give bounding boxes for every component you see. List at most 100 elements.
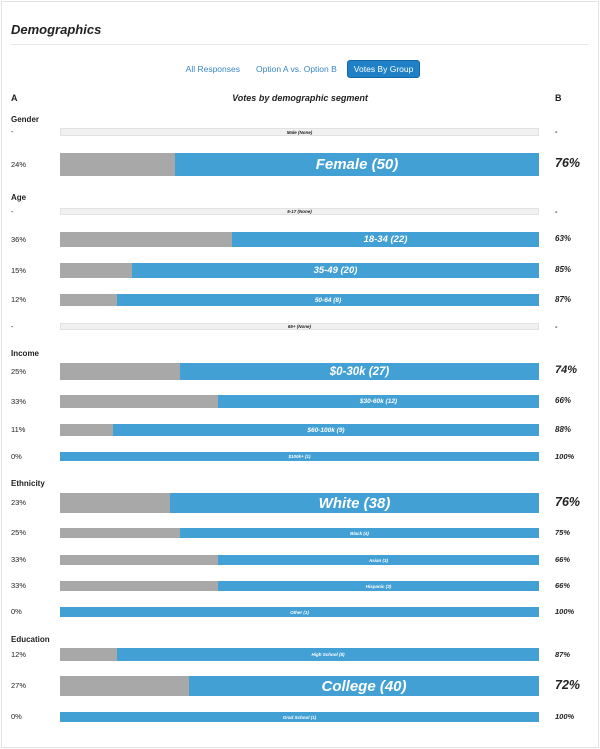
segment-bar: 18-34 (22) <box>60 232 539 247</box>
bar-label: $60-100k (9) <box>307 426 345 434</box>
option-a-percent: 27% <box>11 681 27 690</box>
bar-segment-b <box>113 424 539 436</box>
bar-label: 35-49 (20) <box>313 265 358 276</box>
bar-segment-a <box>60 424 113 436</box>
bar-label: 18-34 (22) <box>363 234 408 245</box>
bar-segment-b <box>218 555 539 565</box>
segment-bar: High School (8) <box>60 648 539 661</box>
bar-segment-a <box>60 232 232 247</box>
segment-bar: $100k+ (1) <box>60 452 539 461</box>
segment-bar: Asian (3) <box>60 555 539 565</box>
bar-segment-b <box>117 648 539 661</box>
bar-segment-b <box>170 493 539 513</box>
segment-bar: Male (None) <box>60 128 539 136</box>
bar-segment-a <box>60 153 175 176</box>
bar-segment-a <box>60 363 180 380</box>
option-b-percent: 100% <box>555 712 575 722</box>
option-a-percent: - <box>11 127 14 136</box>
column-b-header: B <box>555 93 562 103</box>
bar-segment-a <box>60 528 180 538</box>
option-a-percent: 0% <box>11 607 22 616</box>
section-label: Ethnicity <box>11 479 45 488</box>
tab-all-responses[interactable]: All Responses <box>185 64 240 74</box>
bar-segment-a <box>60 493 170 513</box>
option-b-percent: 87% <box>555 294 572 304</box>
option-b-percent: 100% <box>555 451 575 461</box>
option-b-percent: 76% <box>555 156 581 171</box>
bar-segment-b <box>232 232 539 247</box>
option-a-percent: 15% <box>11 265 27 275</box>
option-a-percent: - <box>11 206 14 216</box>
bar-label: 5-17 (None) <box>287 209 312 214</box>
option-b-percent: 76% <box>555 494 581 509</box>
option-b-percent: 72% <box>555 677 581 692</box>
column-a-header: A <box>11 93 18 103</box>
option-b-percent: 66% <box>555 396 572 406</box>
option-a-percent: 33% <box>11 581 27 590</box>
bar-segment-a <box>60 263 132 278</box>
tab-option-a-vs-b[interactable]: Option A vs. Option B <box>256 64 337 74</box>
option-a-percent: 25% <box>11 366 27 376</box>
page-title: Demographics <box>11 22 102 37</box>
segment-bar: Grad School (1) <box>60 712 539 722</box>
option-a-percent: 0% <box>11 712 22 721</box>
option-a-percent: 11% <box>11 425 26 434</box>
option-a-percent: 36% <box>11 234 27 244</box>
bar-segment-a <box>60 676 189 696</box>
tab-votes-by-group[interactable]: Votes By Group <box>346 60 421 78</box>
bar-segment-b <box>132 263 539 278</box>
section-label: Income <box>11 349 40 358</box>
option-a-percent: 12% <box>11 649 27 659</box>
option-a-percent: 25% <box>11 528 27 537</box>
segment-bar: 35-49 (20) <box>60 263 539 278</box>
option-b-percent: 75% <box>555 528 571 538</box>
bar-label: $100k+ (1) <box>288 454 311 459</box>
bar-label: Hispanic (3) <box>365 583 392 589</box>
chart-title: Votes by demographic segment <box>232 93 368 103</box>
bar-segment-b <box>189 676 539 696</box>
option-b-percent: 63% <box>555 234 572 244</box>
segment-bar: Black (4) <box>60 528 539 538</box>
bar-label: High School (8) <box>311 652 345 657</box>
bar-label: Asian (3) <box>368 557 388 563</box>
segment-bar: $60-100k (9) <box>60 424 539 436</box>
option-a-percent: 0% <box>11 451 22 461</box>
bar-segment-b <box>60 607 539 617</box>
bar-segment-b <box>117 294 539 306</box>
bar-label: $0-30k (27) <box>329 365 390 378</box>
segment-bar: Other (1) <box>60 607 539 617</box>
segment-bar: Female (50) <box>60 153 539 176</box>
segment-bar: College (40) <box>60 676 539 696</box>
bar-label: Female (50) <box>315 156 399 173</box>
option-a-percent: - <box>11 321 14 331</box>
option-b-percent: 100% <box>555 607 575 617</box>
option-b-percent: 66% <box>555 581 571 591</box>
section-label: Age <box>11 193 27 202</box>
option-b-percent: 88% <box>555 424 572 434</box>
option-a-percent: 23% <box>11 498 27 507</box>
option-a-percent: 12% <box>11 295 27 304</box>
bar-segment-a <box>60 581 218 591</box>
option-b-percent: 87% <box>555 649 571 659</box>
segment-bar: White (38) <box>60 493 539 513</box>
bar-segment-a <box>60 648 117 661</box>
bar-segment-a <box>60 555 218 565</box>
option-a-percent: 33% <box>11 396 27 406</box>
bar-segment-b <box>218 581 539 591</box>
bar-label: Male (None) <box>286 129 313 135</box>
bar-label: $30-60k (12) <box>359 398 398 405</box>
bar-label: Black (4) <box>350 530 369 536</box>
bar-label: Other (1) <box>290 609 309 615</box>
bar-segment-b <box>180 528 539 538</box>
bar-label: College (40) <box>321 677 407 695</box>
option-a-percent: 33% <box>11 555 27 564</box>
section-label: Gender <box>11 115 40 124</box>
section-label: Education <box>11 635 50 644</box>
option-b-percent: - <box>555 321 558 331</box>
bar-segment-a <box>60 294 117 306</box>
bar-segment-b <box>60 712 539 722</box>
title-divider <box>11 44 588 45</box>
option-a-percent: 24% <box>11 159 27 169</box>
bar-segment-b <box>218 395 539 408</box>
segment-bar: 50-64 (8) <box>60 294 539 306</box>
